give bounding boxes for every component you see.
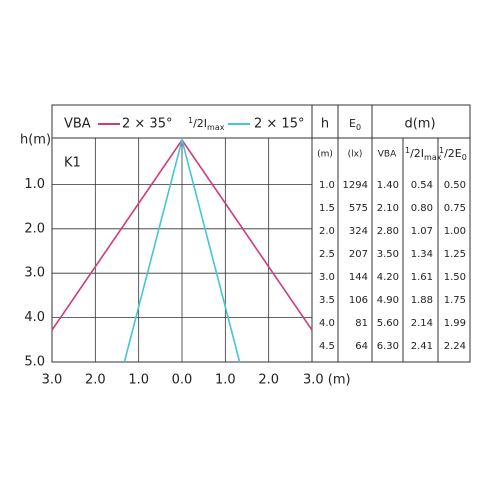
table-cell: 1.0 (319, 180, 335, 191)
subscript: max (424, 153, 442, 162)
x-tick-label: 2.0 (258, 373, 279, 388)
table-cell: 2.24 (444, 341, 466, 352)
y-tick-label: 1.0 (24, 177, 45, 192)
table-cell: 2.41 (411, 341, 433, 352)
table-cell: 1.50 (444, 272, 466, 283)
x-tick-label: 3.0 (m) (303, 373, 351, 388)
table-cell: 207 (349, 249, 368, 260)
superscript: 1 (405, 146, 410, 155)
x-tick-label: 1.0 (128, 373, 149, 388)
x-tick-label: 3.0 (42, 373, 63, 388)
table-cell: 4.5 (319, 341, 335, 352)
table-cell: 1.61 (411, 272, 433, 283)
axis-label: h(m) (20, 133, 51, 148)
table-header: d(m) (404, 117, 435, 132)
table-cell: 0.54 (411, 180, 433, 191)
table-cell: 1.25 (444, 249, 466, 260)
beam-line (123, 136, 241, 363)
table-cell: 5.60 (377, 318, 399, 329)
table-cell: 1.75 (444, 295, 466, 306)
table-cell: 64 (355, 341, 368, 352)
frame (51, 104, 471, 363)
table-unit: VBA (378, 150, 397, 160)
table-cell: 0.80 (411, 203, 433, 214)
table-cell: 1.5 (319, 203, 335, 214)
table-cell: 1.07 (411, 226, 433, 237)
table-cell: 1.34 (411, 249, 433, 260)
table-cell: 3.0 (319, 272, 335, 283)
table-cell: 6.30 (377, 341, 399, 352)
legend-label: 2 × 35° (122, 117, 172, 132)
superscript: 1 (188, 116, 193, 125)
y-tick-label: 2.0 (24, 221, 45, 236)
superscript: 1 (439, 146, 444, 155)
legend-note: 1/2Imax (188, 116, 225, 132)
main-text: /2E (444, 147, 462, 160)
subscript: 0 (356, 123, 361, 132)
legend-title: VBA (64, 117, 91, 132)
table-cell: 324 (349, 226, 368, 237)
table-cell: 2.10 (377, 203, 399, 214)
table-cell: 4.0 (319, 318, 335, 329)
table-cell: 1.88 (411, 295, 433, 306)
table-cell: 81 (355, 318, 368, 329)
table-cell: 3.50 (377, 249, 399, 260)
y-tick-label: 3.0 (24, 266, 45, 281)
table-cell: 2.80 (377, 226, 399, 237)
chart-label: K1 (64, 156, 81, 171)
table-cell: 1.40 (377, 180, 399, 191)
y-tick-label: 5.0 (24, 355, 45, 370)
table-cell: 4.90 (377, 295, 399, 306)
table-cell: 3.5 (319, 295, 335, 306)
table-cell: 1.00 (444, 226, 466, 237)
table-header: h (321, 117, 329, 132)
legend-label: 2 × 15° (254, 117, 304, 132)
table-cell: 106 (349, 295, 368, 306)
table-cell: 4.20 (377, 272, 399, 283)
table-cell: 0.50 (444, 180, 466, 191)
table-header: E0 (349, 117, 361, 132)
subscript: 0 (462, 153, 467, 162)
table-unit: 1/2Imax (405, 146, 442, 162)
table-cell: 1.99 (444, 318, 466, 329)
table-cell: 2.14 (411, 318, 433, 329)
table-unit: 1/2E0 (439, 146, 467, 162)
table-cell: 2.0 (319, 226, 335, 237)
table-cell: 0.75 (444, 203, 466, 214)
x-tick-label: 1.0 (215, 373, 236, 388)
table-unit: (m) (317, 150, 333, 160)
main-text: /2I (410, 147, 424, 160)
table-unit: (lx) (348, 150, 363, 160)
table-cell: 2.5 (319, 249, 335, 260)
y-tick-label: 4.0 (24, 310, 45, 325)
table-cell: 575 (349, 203, 368, 214)
x-tick-label: 2.0 (85, 373, 106, 388)
x-tick-label: 0.0 (172, 373, 193, 388)
table-cell: 144 (349, 272, 368, 283)
main-text: /2I (193, 117, 207, 130)
table-cell: 1294 (343, 180, 368, 191)
subscript: max (207, 123, 225, 132)
main-text: E (349, 117, 356, 130)
